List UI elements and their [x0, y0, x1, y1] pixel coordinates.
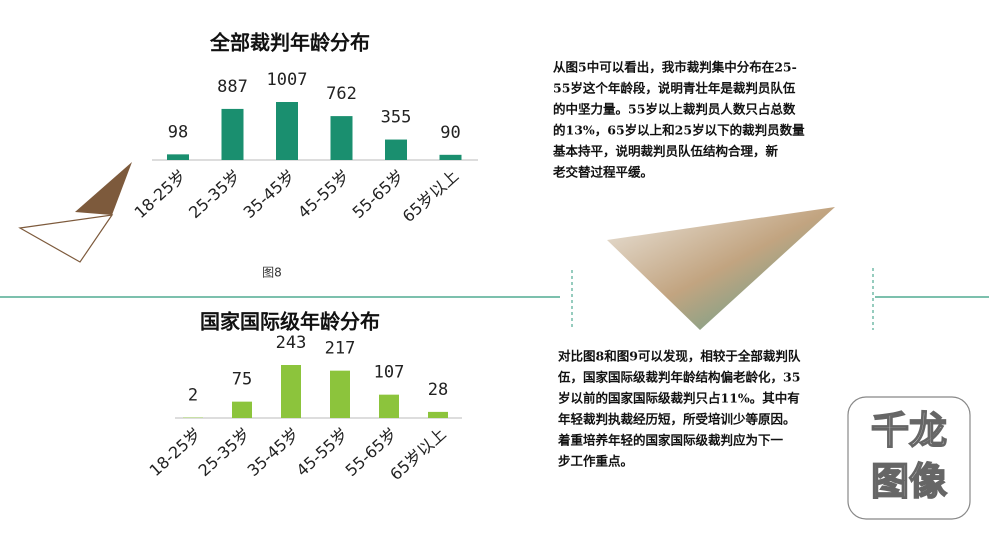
data-label: 28 [428, 380, 448, 400]
paragraph-line: 伍，国家国际级裁判年龄结构偏老龄化，35 [557, 370, 800, 385]
bar [330, 370, 350, 418]
paragraph-line: 的13%，65岁以上和25岁以下的裁判员数量 [553, 123, 805, 138]
x-tick-label: 25-35岁 [185, 166, 244, 222]
image-triangle [607, 207, 835, 330]
figure-label: 图8 [262, 266, 282, 280]
bar [281, 365, 301, 418]
data-label: 217 [325, 339, 356, 359]
data-label: 887 [217, 77, 248, 97]
paragraph-line: 从图5中可以看出，我市裁判集中分布在25- [553, 60, 797, 75]
data-label: 75 [232, 370, 252, 390]
watermark-box [847, 396, 971, 520]
data-label: 2 [188, 386, 198, 406]
x-tick-label: 18-25岁 [146, 424, 205, 480]
paragraph-line: 对比图8和图9可以发现，相较于全部裁判队 [558, 349, 801, 364]
bar [379, 394, 399, 418]
data-label: 98 [168, 122, 188, 142]
data-label: 90 [440, 123, 460, 143]
watermark: 千龙 [871, 409, 947, 453]
data-label: 1007 [267, 70, 308, 90]
bar [428, 411, 448, 418]
triangle-deco [75, 162, 132, 215]
chart-title: 全部裁判年龄分布 [209, 31, 370, 55]
bar [385, 139, 407, 160]
data-label: 243 [276, 333, 307, 353]
bar [439, 154, 462, 160]
data-label: 107 [374, 363, 405, 383]
paragraph-line: 步工作重点。 [558, 454, 633, 469]
data-label: 355 [381, 108, 412, 128]
paragraph-line: 基本持平，说明裁判员队伍结构合理，新 [552, 144, 779, 159]
bar [330, 116, 353, 160]
watermark: 图像 [871, 460, 947, 504]
x-tick-label: 18-25岁 [131, 166, 190, 222]
x-tick-label: 45-55岁 [293, 424, 352, 480]
x-tick-label: 65岁以上 [399, 166, 463, 226]
bar [276, 102, 298, 160]
x-tick-label: 25-35岁 [195, 424, 254, 480]
paragraph-line: 的中坚力量。55岁以上裁判员人数只占总数 [553, 102, 796, 117]
paragraph-line: 55岁这个年龄段，说明青壮年是裁判员队伍 [553, 81, 796, 96]
x-tick-label: 35-45岁 [240, 166, 299, 222]
x-tick-label: 35-45岁 [244, 424, 303, 480]
bar [221, 108, 244, 160]
x-tick-label: 45-55岁 [294, 166, 353, 222]
paragraph-line: 年轻裁判执裁经历短，所受培训少等原因。 [558, 412, 796, 427]
data-label: 762 [326, 84, 357, 104]
paragraph-line: 岁以前的国家国际级裁判只占11%。其中有 [558, 391, 800, 406]
bar [167, 154, 189, 160]
x-tick-label: 55-65岁 [349, 166, 408, 222]
triangle-outline [18, 214, 114, 263]
paragraph-line: 着重培养年轻的国家国际级裁判应为下一 [557, 433, 784, 448]
paragraph-line: 老交替过程平缓。 [552, 165, 653, 180]
bar [232, 401, 252, 418]
chart-title: 国家国际级年龄分布 [200, 310, 380, 334]
